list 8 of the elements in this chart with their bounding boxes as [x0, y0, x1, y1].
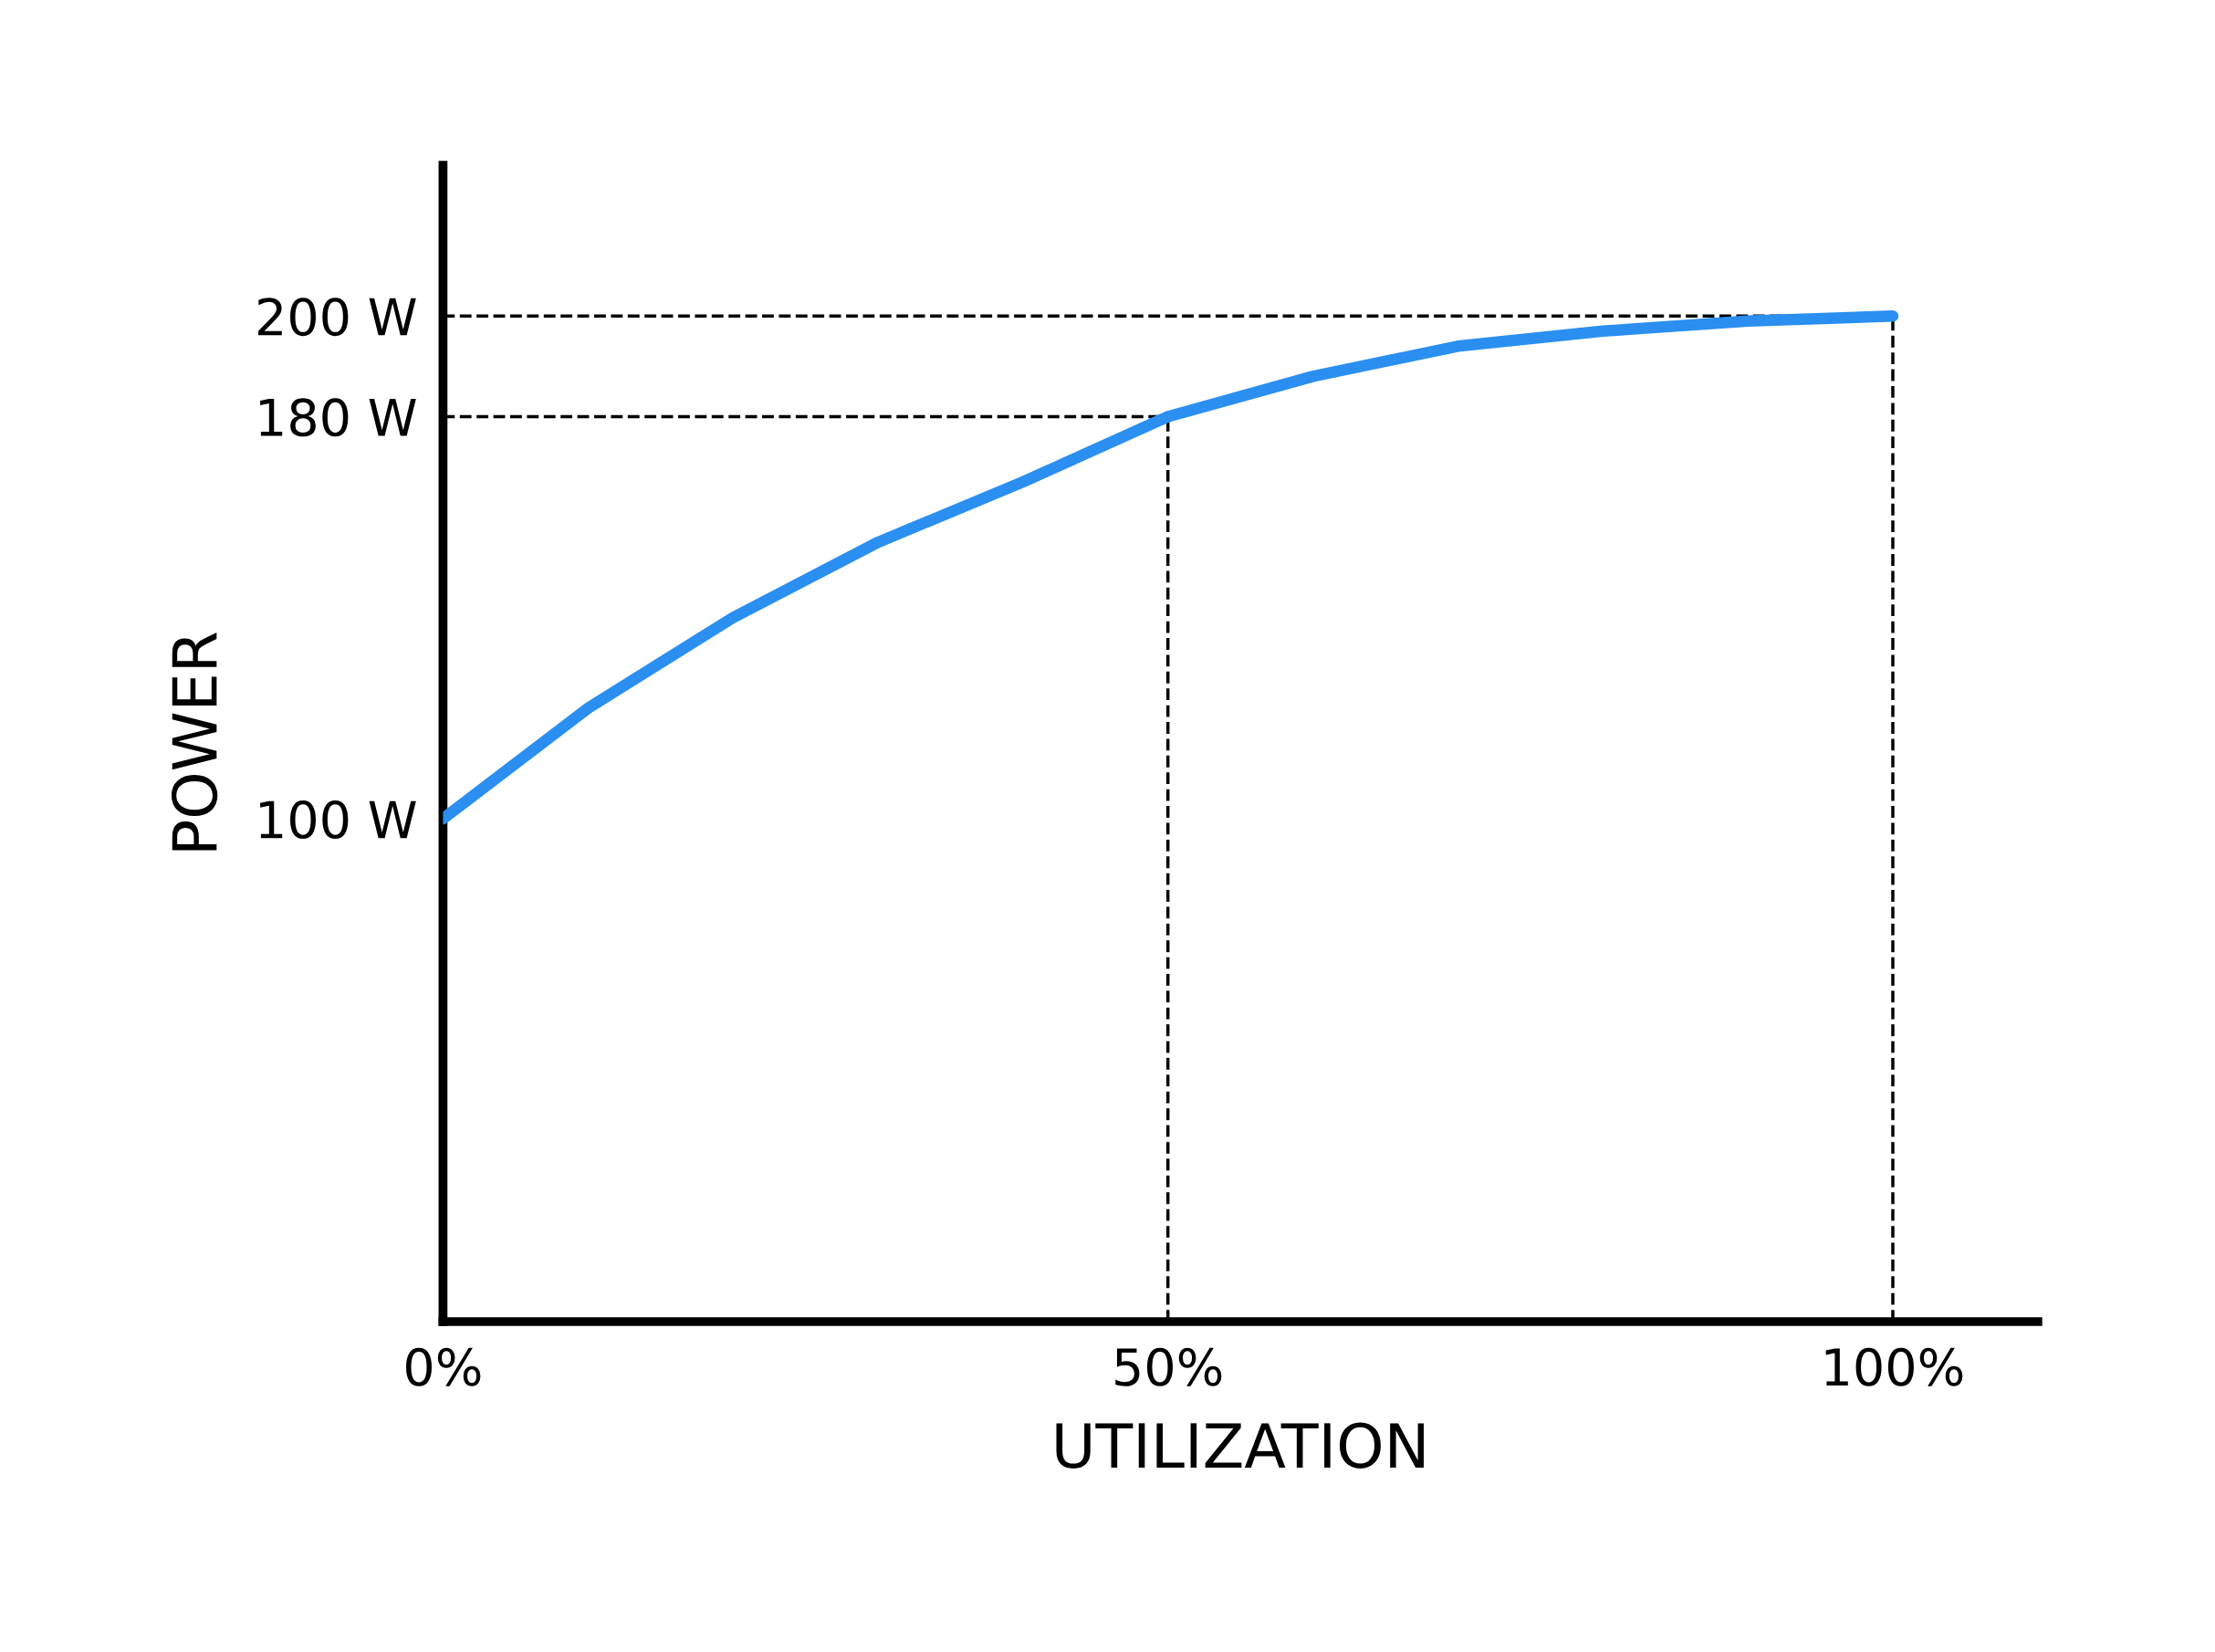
- y-axis-title: POWER: [171, 632, 218, 851]
- x-tick-label: 0%: [406, 1347, 481, 1386]
- x-axis-title: UTILIZATION: [1056, 1422, 1424, 1469]
- y-tick-label: 100 W: [260, 800, 416, 840]
- x-tick-label: 100%: [1825, 1347, 1963, 1386]
- y-tick-label: 200 W: [258, 298, 416, 337]
- y-tick-label: 180 W: [260, 398, 416, 437]
- x-tick-label: 50%: [1115, 1347, 1222, 1386]
